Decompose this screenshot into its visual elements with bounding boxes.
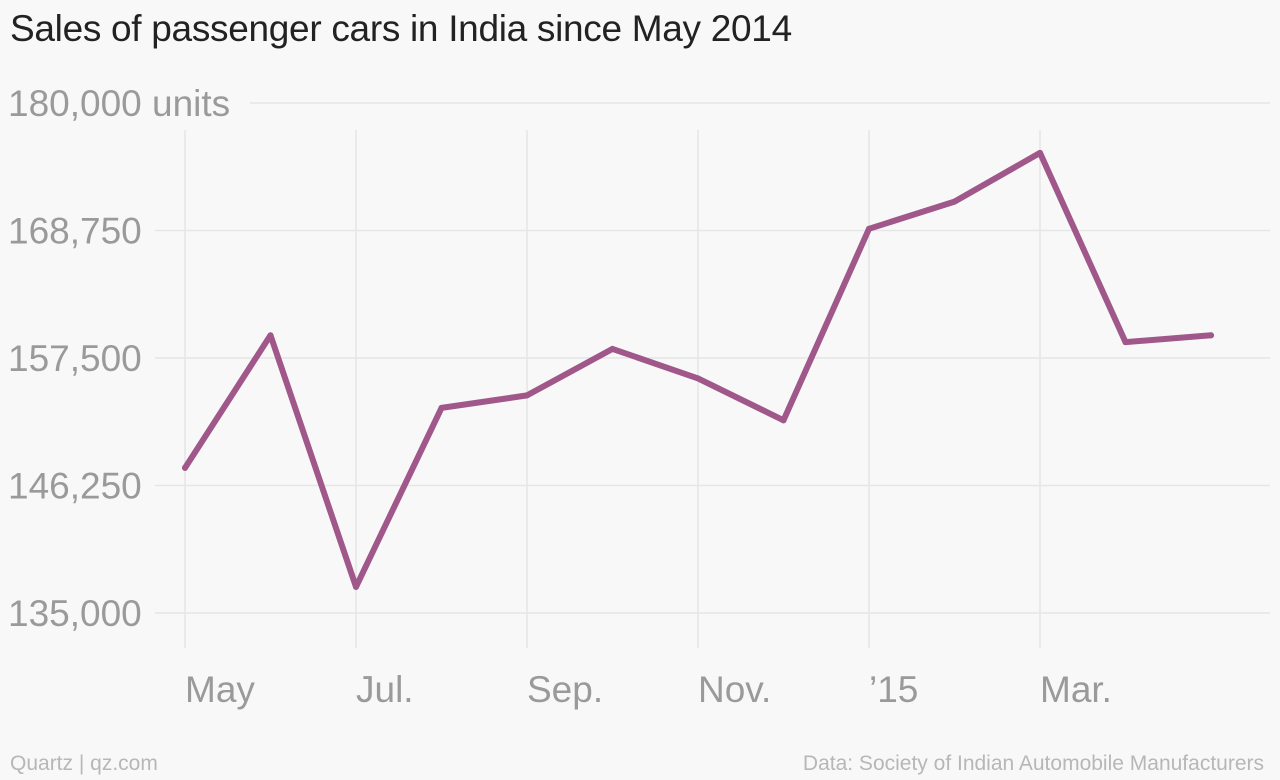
x-tick-label: Mar. xyxy=(1040,669,1112,710)
data-point xyxy=(1122,339,1129,346)
data-point xyxy=(780,417,787,424)
series-line-group xyxy=(182,149,1214,590)
x-axis-tick-labels: May Jul. Sep. Nov. ’15 Mar. xyxy=(185,669,1112,710)
x-tick-label: Sep. xyxy=(527,669,603,710)
data-point xyxy=(1037,149,1043,156)
y-tick-label: 146,250 xyxy=(8,466,142,507)
x-tick-label: Jul. xyxy=(356,669,414,710)
data-point xyxy=(695,375,701,382)
data-point xyxy=(1208,332,1214,339)
x-tick-label: ’15 xyxy=(869,669,918,710)
y-axis-tick-labels: 135,000 146,250 157,500 168,750 180,000 unit… xyxy=(8,83,230,634)
y-tick-label: 135,000 xyxy=(8,593,142,634)
footer-credit: Quartz | qz.com xyxy=(10,752,158,775)
data-point xyxy=(353,583,359,590)
data-point xyxy=(438,404,445,411)
gridlines-horizontal xyxy=(155,102,1270,614)
x-tick-label: May xyxy=(185,669,255,710)
data-point xyxy=(951,198,958,205)
data-point xyxy=(267,332,274,339)
data-point xyxy=(609,345,616,352)
data-point xyxy=(524,392,530,399)
gridlines-vertical xyxy=(184,130,1041,648)
footer-source: Data: Society of Indian Automobile Manuf… xyxy=(802,752,1264,775)
data-point xyxy=(866,225,872,232)
x-tick-label: Nov. xyxy=(698,669,771,710)
chart-title: Sales of passenger cars in India since M… xyxy=(10,8,792,49)
y-tick-label: 168,750 xyxy=(8,211,142,252)
y-tick-label: 180,000 units xyxy=(8,83,230,124)
data-point xyxy=(182,464,188,471)
y-tick-label: 157,500 xyxy=(8,338,142,379)
